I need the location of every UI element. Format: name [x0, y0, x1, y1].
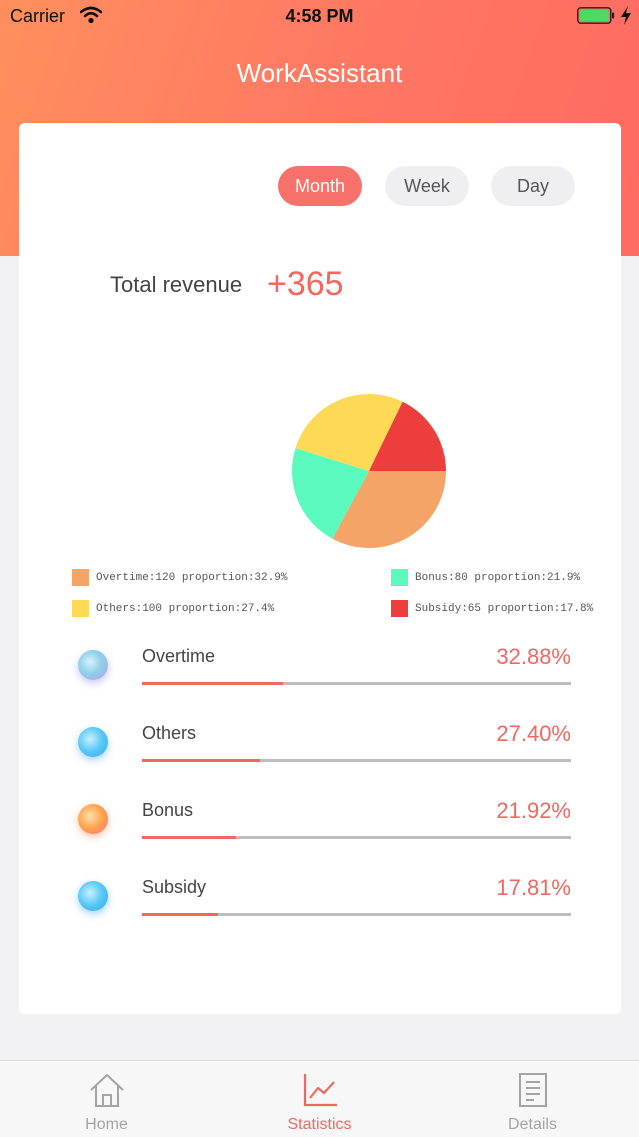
- overtime-icon: [78, 650, 108, 680]
- list-icon: [519, 1073, 547, 1107]
- tab-day[interactable]: Day: [491, 166, 575, 206]
- tab-month[interactable]: Month: [278, 166, 362, 206]
- legend-swatch: [391, 569, 408, 586]
- progress-track: [142, 913, 571, 916]
- subsidy-icon: [78, 881, 108, 911]
- pie-slice-others: [295, 394, 403, 471]
- wifi-icon: [80, 6, 102, 24]
- bonus-icon: [78, 804, 108, 834]
- tab-home[interactable]: Home: [0, 1061, 213, 1137]
- breakdown-row-overtime[interactable]: Overtime 32.88%: [19, 644, 621, 716]
- pie-slice-subsidy: [369, 401, 446, 471]
- progress-fill: [142, 913, 219, 916]
- legend-item-overtime: Overtime:120 proportion:32.9%: [72, 569, 287, 586]
- total-revenue-value: +365: [267, 265, 344, 303]
- progress-track: [142, 682, 571, 685]
- others-icon: [78, 727, 108, 757]
- app-title: WorkAssistant: [236, 58, 403, 88]
- carrier-label: Carrier: [10, 6, 66, 26]
- tab-bar: Home Statistics Details: [0, 1060, 639, 1137]
- breakdown-row-others[interactable]: Others 27.40%: [19, 721, 621, 793]
- progress-track: [142, 759, 571, 762]
- legend-item-bonus: Bonus:80 proportion:21.9%: [391, 569, 580, 586]
- revenue-pie-chart: [292, 394, 446, 548]
- legend-text: Others:100 proportion:27.4%: [96, 602, 275, 615]
- clock: 4:58 PM: [285, 6, 354, 26]
- tab-details[interactable]: Details: [426, 1061, 639, 1137]
- tab-statistics[interactable]: Statistics: [213, 1061, 426, 1137]
- breakdown-name: Subsidy: [142, 877, 207, 897]
- legend-swatch: [72, 600, 89, 617]
- tab-label: Home: [85, 1116, 128, 1133]
- pie-slice-bonus: [292, 448, 369, 539]
- breakdown-row-subsidy[interactable]: Subsidy 17.81%: [19, 875, 621, 947]
- legend-text: Subsidy:65 proportion:17.8%: [415, 602, 594, 615]
- breakdown-name: Others: [142, 723, 197, 743]
- progress-fill: [142, 759, 260, 762]
- legend-text: Bonus:80 proportion:21.9%: [415, 571, 581, 584]
- chart-icon: [303, 1074, 337, 1107]
- breakdown-name: Bonus: [142, 800, 194, 820]
- tab-label: Statistics: [287, 1116, 352, 1133]
- breakdown-percent: 32.88%: [496, 644, 571, 669]
- tab-week[interactable]: Week: [385, 166, 469, 206]
- pie-slice-overtime: [332, 471, 446, 548]
- breakdown-percent: 21.92%: [496, 798, 571, 823]
- breakdown-row-bonus[interactable]: Bonus 21.92%: [19, 798, 621, 870]
- breakdown-percent: 27.40%: [496, 721, 571, 746]
- home-icon: [90, 1074, 124, 1107]
- progress-fill: [142, 836, 237, 839]
- statistics-card: Month Week Day Total revenue +365 Overti…: [19, 123, 621, 1014]
- progress-track: [142, 836, 571, 839]
- battery-icon: [577, 7, 615, 24]
- status-bar: Carrier 4:58 PM: [0, 0, 639, 34]
- legend-swatch: [72, 569, 89, 586]
- charging-icon: [621, 6, 631, 25]
- legend-text: Overtime:120 proportion:32.9%: [96, 571, 288, 584]
- total-revenue-label: Total revenue: [110, 272, 243, 297]
- legend-item-subsidy: Subsidy:65 proportion:17.8%: [391, 600, 593, 617]
- breakdown-name: Overtime: [142, 646, 216, 666]
- progress-fill: [142, 682, 284, 685]
- tab-label: Details: [508, 1116, 557, 1133]
- breakdown-percent: 17.81%: [496, 875, 571, 900]
- legend-swatch: [391, 600, 408, 617]
- legend-item-others: Others:100 proportion:27.4%: [72, 600, 274, 617]
